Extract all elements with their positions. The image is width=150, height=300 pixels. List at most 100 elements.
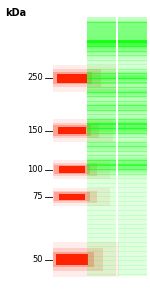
Bar <box>87 183 116 185</box>
Bar <box>87 99 116 100</box>
Bar <box>87 176 116 177</box>
Bar <box>87 68 116 70</box>
Bar <box>87 230 116 231</box>
Bar <box>87 250 116 252</box>
Bar <box>118 268 147 270</box>
Bar <box>87 85 116 86</box>
Bar <box>118 39 147 40</box>
Bar <box>118 87 147 89</box>
Bar <box>87 236 116 238</box>
Bar <box>87 269 116 271</box>
Bar <box>87 246 116 248</box>
Bar <box>118 145 147 147</box>
Bar <box>118 48 147 49</box>
Bar <box>118 244 147 245</box>
Bar <box>87 63 116 64</box>
Bar <box>118 230 147 231</box>
Bar <box>87 173 116 175</box>
Bar <box>118 117 147 118</box>
Bar <box>118 112 147 113</box>
Bar <box>118 34 147 35</box>
Bar <box>87 119 116 121</box>
Bar <box>118 183 147 185</box>
Bar <box>118 25 147 26</box>
Bar <box>87 210 116 212</box>
Bar <box>118 96 147 98</box>
Bar <box>118 219 147 221</box>
Bar <box>87 191 116 193</box>
Bar <box>118 63 147 64</box>
Bar <box>118 74 147 76</box>
Bar <box>118 204 147 206</box>
Bar <box>118 191 147 193</box>
Bar <box>87 83 116 85</box>
Bar <box>118 273 147 275</box>
Bar <box>87 48 116 49</box>
Bar <box>87 65 116 67</box>
Bar <box>118 80 147 81</box>
Bar <box>87 90 116 92</box>
Bar <box>118 44 147 45</box>
Bar <box>118 155 147 157</box>
Bar <box>87 150 116 152</box>
Bar <box>118 182 147 184</box>
Bar <box>87 224 116 226</box>
Bar <box>58 127 86 134</box>
Bar <box>87 196 116 198</box>
Bar <box>87 148 116 149</box>
Bar <box>87 126 116 127</box>
Bar <box>118 208 147 209</box>
Bar <box>87 39 116 40</box>
Bar <box>118 68 147 70</box>
Bar <box>118 114 147 116</box>
Bar <box>53 125 91 136</box>
Bar <box>118 259 147 261</box>
Bar <box>118 46 147 48</box>
Bar <box>87 199 116 200</box>
Bar <box>87 213 116 214</box>
Bar <box>87 178 116 180</box>
Bar <box>87 155 116 157</box>
Bar <box>87 86 116 88</box>
Bar <box>87 159 116 161</box>
Bar <box>87 112 116 113</box>
Bar <box>118 127 147 129</box>
Bar <box>118 26 147 27</box>
Bar <box>87 74 116 76</box>
Bar <box>87 98 116 99</box>
Bar <box>118 108 147 109</box>
Bar <box>87 96 116 98</box>
Bar <box>118 213 147 214</box>
Bar <box>118 160 147 162</box>
Bar <box>118 32 147 34</box>
Bar <box>87 45 116 46</box>
Bar <box>118 121 147 122</box>
Bar <box>118 152 147 153</box>
Bar <box>118 131 147 133</box>
Bar <box>87 231 116 232</box>
Bar <box>118 253 147 254</box>
Bar <box>87 103 116 104</box>
Bar <box>87 128 116 130</box>
Bar <box>87 118 116 120</box>
Bar <box>118 105 147 107</box>
Bar <box>118 264 147 266</box>
Bar <box>87 169 116 171</box>
Bar <box>87 222 116 224</box>
Bar <box>87 109 116 111</box>
Bar <box>87 52 116 53</box>
Bar <box>118 176 147 177</box>
Bar <box>118 158 147 159</box>
Bar <box>87 215 116 217</box>
Bar <box>87 100 116 102</box>
Bar <box>25 242 119 277</box>
Bar <box>118 235 147 236</box>
Bar <box>118 153 147 154</box>
Bar <box>87 255 116 257</box>
Bar <box>87 168 116 170</box>
Bar <box>87 209 116 211</box>
Bar <box>87 272 116 273</box>
Bar <box>118 55 147 57</box>
Bar <box>87 258 116 259</box>
Bar <box>118 52 147 53</box>
